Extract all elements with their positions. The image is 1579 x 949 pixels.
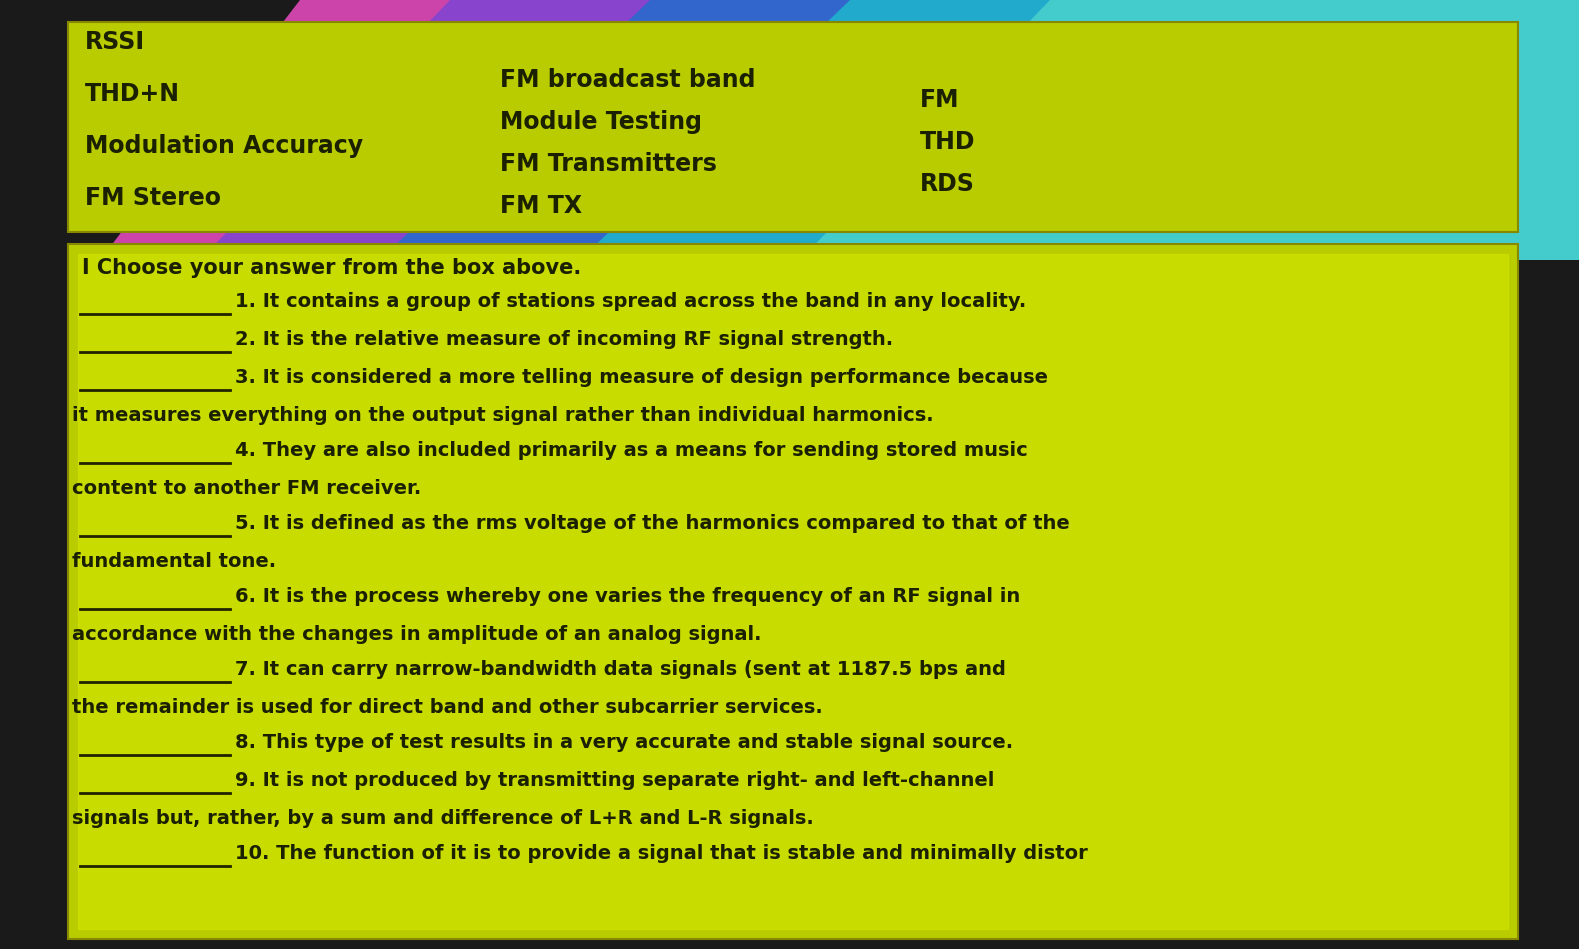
Text: 9. It is not produced by transmitting separate right- and left-channel: 9. It is not produced by transmitting se…: [235, 771, 995, 790]
Text: I Choose your answer from the box above.: I Choose your answer from the box above.: [82, 258, 581, 278]
Text: FM Transmitters: FM Transmitters: [501, 152, 717, 176]
Text: FM broadcast band: FM broadcast band: [501, 68, 755, 92]
Polygon shape: [579, 0, 1579, 260]
Text: 6. It is the process whereby one varies the frequency of an RF signal in: 6. It is the process whereby one varies …: [235, 587, 1020, 606]
Text: 1. It contains a group of stations spread across the band in any locality.: 1. It contains a group of stations sprea…: [235, 292, 1026, 311]
Text: Modulation Accuracy: Modulation Accuracy: [85, 134, 363, 158]
Text: it measures everything on the output signal rather than individual harmonics.: it measures everything on the output sig…: [73, 406, 933, 425]
Text: 10. The function of it is to provide a signal that is stable and minimally disto: 10. The function of it is to provide a s…: [235, 844, 1088, 863]
Text: RDS: RDS: [921, 172, 974, 196]
Text: the remainder is used for direct band and other subcarrier services.: the remainder is used for direct band an…: [73, 698, 823, 717]
Bar: [68, 22, 1517, 232]
Text: signals but, rather, by a sum and difference of L+R and L-R signals.: signals but, rather, by a sum and differ…: [73, 809, 813, 828]
Bar: [68, 244, 1517, 939]
Text: accordance with the changes in amplitude of an analog signal.: accordance with the changes in amplitude…: [73, 625, 761, 644]
Bar: [77, 254, 1508, 929]
Text: 8. This type of test results in a very accurate and stable signal source.: 8. This type of test results in a very a…: [235, 733, 1014, 752]
Text: 5. It is defined as the rms voltage of the harmonics compared to that of the: 5. It is defined as the rms voltage of t…: [235, 514, 1069, 533]
Text: 4. They are also included primarily as a means for sending stored music: 4. They are also included primarily as a…: [235, 441, 1028, 460]
Text: fundamental tone.: fundamental tone.: [73, 552, 276, 571]
Text: 2. It is the relative measure of incoming RF signal strength.: 2. It is the relative measure of incomin…: [235, 330, 894, 349]
Text: THD: THD: [921, 130, 976, 154]
Polygon shape: [201, 0, 1579, 260]
Text: FM: FM: [921, 88, 960, 112]
Text: FM TX: FM TX: [501, 194, 583, 218]
Text: 7. It can carry narrow-bandwidth data signals (sent at 1187.5 bps and: 7. It can carry narrow-bandwidth data si…: [235, 660, 1006, 679]
Text: RSSI: RSSI: [85, 30, 145, 54]
Text: THD+N: THD+N: [85, 82, 180, 106]
Polygon shape: [381, 0, 1579, 260]
Text: Module Testing: Module Testing: [501, 110, 703, 134]
Text: 3. It is considered a more telling measure of design performance because: 3. It is considered a more telling measu…: [235, 368, 1048, 387]
Polygon shape: [801, 0, 1579, 260]
Text: content to another FM receiver.: content to another FM receiver.: [73, 479, 422, 498]
Polygon shape: [99, 0, 1579, 260]
Text: FM Stereo: FM Stereo: [85, 186, 221, 210]
